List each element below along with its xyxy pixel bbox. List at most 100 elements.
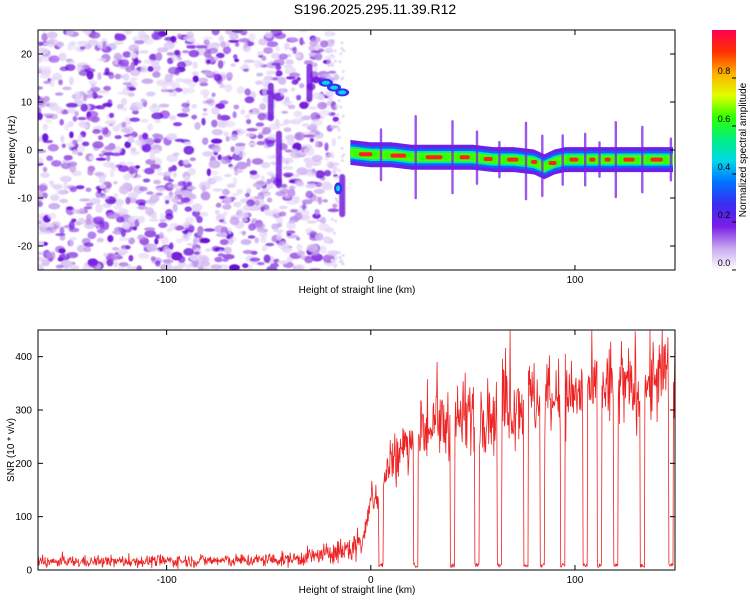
noise-speck xyxy=(206,59,211,64)
noise-speck xyxy=(266,178,272,185)
noise-speck xyxy=(281,110,289,114)
noise-speck xyxy=(293,265,298,269)
noise-speck xyxy=(80,103,88,112)
noise-streak xyxy=(267,82,274,122)
noise-speck xyxy=(341,253,345,257)
noise-speck xyxy=(332,203,338,209)
noise-speck xyxy=(67,107,76,114)
noise-speck xyxy=(103,85,111,91)
noise-speck xyxy=(170,135,177,140)
noise-speck xyxy=(223,211,228,217)
noise-speck xyxy=(258,38,268,46)
noise-speck xyxy=(186,242,194,247)
noise-speck xyxy=(147,66,154,72)
noise-speck xyxy=(315,52,323,61)
noise-speck xyxy=(87,168,94,176)
noise-speck xyxy=(248,142,257,147)
noise-speck xyxy=(191,104,198,109)
noise-speck xyxy=(332,165,338,172)
noise-speck xyxy=(249,257,261,262)
noise-speck xyxy=(239,30,248,35)
noise-speck xyxy=(256,140,266,146)
noise-speck xyxy=(142,178,151,183)
noise-speck xyxy=(38,112,43,121)
noise-speck xyxy=(38,240,45,247)
noise-speck xyxy=(178,159,185,167)
noise-speck xyxy=(109,163,116,169)
noise-speck xyxy=(336,113,340,117)
noise-speck xyxy=(175,78,185,83)
noise-speck xyxy=(270,62,281,66)
noise-speck xyxy=(59,198,69,204)
early-track-core xyxy=(338,90,347,95)
noise-speck xyxy=(236,86,245,95)
noise-speck xyxy=(129,166,135,175)
noise-speck xyxy=(335,199,339,203)
noise-speck xyxy=(49,79,55,87)
noise-speck xyxy=(56,41,64,48)
noise-speck xyxy=(122,73,130,81)
noise-speck xyxy=(76,65,82,73)
noise-speck xyxy=(163,42,175,50)
noise-speck xyxy=(192,75,199,83)
noise-speck xyxy=(101,195,110,200)
noise-speck xyxy=(203,39,210,46)
noise-speck xyxy=(151,112,164,120)
noise-speck xyxy=(240,109,246,115)
noise-speck xyxy=(92,129,101,134)
noise-speck xyxy=(194,251,200,255)
noise-speck xyxy=(38,55,44,63)
noise-speck xyxy=(334,219,338,223)
noise-speck xyxy=(121,121,127,128)
noise-speck xyxy=(284,149,293,153)
noise-speck xyxy=(183,221,190,229)
noise-speck xyxy=(202,137,209,145)
noise-speck xyxy=(113,58,118,65)
noise-speck xyxy=(275,217,284,224)
noise-speck xyxy=(337,128,341,132)
noise-speck xyxy=(339,105,343,109)
noise-speck xyxy=(316,218,322,222)
noise-speck xyxy=(79,198,91,202)
noise-speck xyxy=(260,187,269,195)
noise-speck xyxy=(159,212,165,220)
snr-xlabel: Height of straight line (km) xyxy=(299,585,416,596)
noise-speck xyxy=(38,157,44,164)
noise-speck xyxy=(331,31,336,36)
noise-speck xyxy=(175,187,181,194)
noise-speck xyxy=(327,208,340,213)
noise-speck xyxy=(308,52,317,57)
noise-speck xyxy=(77,217,86,225)
noise-speck xyxy=(174,49,180,56)
noise-speck xyxy=(46,31,58,39)
noise-speck xyxy=(290,150,302,159)
noise-speck xyxy=(233,201,242,208)
noise-speck xyxy=(222,46,232,55)
noise-speck xyxy=(88,80,98,86)
noise-speck xyxy=(221,232,228,238)
noise-speck xyxy=(171,165,177,172)
noise-speck xyxy=(141,78,154,84)
noise-speck xyxy=(310,36,321,43)
noise-speck xyxy=(62,86,72,91)
noise-speck xyxy=(82,264,90,270)
noise-speck xyxy=(164,199,170,205)
noise-speck xyxy=(51,160,62,167)
noise-speck xyxy=(54,92,64,96)
snr-panel: -100 0 100 0 100 200 300 400 Height of straight… xyxy=(6,329,676,596)
noise-speck xyxy=(338,121,341,125)
noise-speck xyxy=(155,52,163,61)
noise-speck xyxy=(123,30,133,35)
noise-speck xyxy=(166,89,175,93)
noise-speck xyxy=(230,63,236,67)
noise-speck xyxy=(241,230,246,236)
noise-speck xyxy=(218,35,225,43)
noise-speck xyxy=(306,244,319,252)
noise-speck xyxy=(283,127,292,133)
noise-speck xyxy=(229,166,235,170)
noise-speck xyxy=(42,113,55,117)
noise-speck xyxy=(266,197,273,203)
noise-speck xyxy=(322,199,329,203)
noise-speck xyxy=(103,252,109,257)
